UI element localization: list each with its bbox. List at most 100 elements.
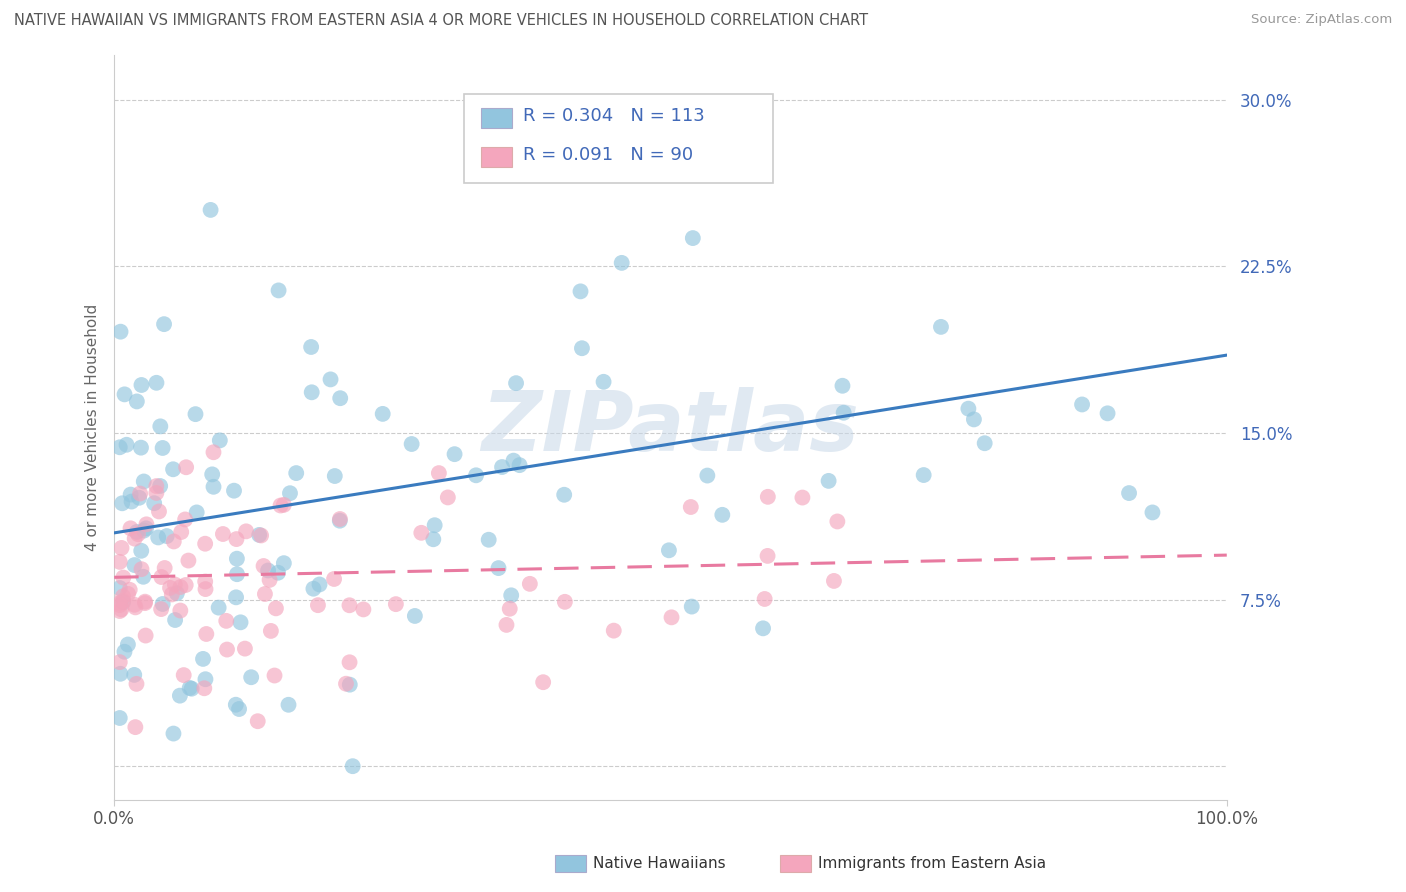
Point <box>1071 397 1094 411</box>
Point <box>553 488 575 502</box>
Point <box>610 256 633 270</box>
Point <box>571 341 593 355</box>
Point <box>202 445 225 459</box>
Point <box>681 599 703 614</box>
Point <box>124 532 146 546</box>
Point <box>226 567 249 582</box>
Point <box>110 541 132 555</box>
Point <box>247 528 270 542</box>
Point <box>149 479 172 493</box>
Point <box>711 508 734 522</box>
Point <box>427 466 450 480</box>
Point <box>661 610 683 624</box>
Point <box>153 317 176 331</box>
Point <box>329 391 352 405</box>
Point <box>225 551 247 566</box>
Point <box>499 601 522 615</box>
Point <box>193 681 215 696</box>
Point <box>240 670 263 684</box>
Point <box>134 595 156 609</box>
Point <box>170 524 193 539</box>
Point <box>129 543 152 558</box>
Point <box>696 468 718 483</box>
Point <box>159 581 181 595</box>
Point <box>145 486 167 500</box>
Point <box>200 202 222 217</box>
Point <box>112 595 135 609</box>
Point <box>478 533 501 547</box>
Point <box>174 578 197 592</box>
Point <box>263 668 285 682</box>
Point <box>339 678 361 692</box>
Point <box>832 406 855 420</box>
Point <box>208 434 231 448</box>
Point <box>307 598 329 612</box>
Point <box>174 460 197 475</box>
Point <box>145 479 167 493</box>
Point <box>792 491 814 505</box>
Point <box>215 614 238 628</box>
Point <box>110 325 132 339</box>
Point <box>194 537 217 551</box>
Point <box>165 613 187 627</box>
Point <box>131 562 153 576</box>
Point <box>352 602 374 616</box>
Point <box>135 517 157 532</box>
Point <box>501 588 523 602</box>
Point <box>912 468 935 483</box>
Point <box>1097 406 1119 420</box>
Point <box>135 521 157 535</box>
Point <box>323 572 346 586</box>
Point <box>124 558 146 572</box>
Point <box>149 419 172 434</box>
Point <box>301 385 323 400</box>
Point <box>150 570 173 584</box>
Point <box>163 534 186 549</box>
Point <box>215 642 238 657</box>
Point <box>108 711 131 725</box>
Point <box>117 587 139 601</box>
Point <box>120 487 142 501</box>
Text: R = 0.091   N = 90: R = 0.091 N = 90 <box>523 146 693 164</box>
Point <box>125 524 148 539</box>
Point <box>121 494 143 508</box>
Point <box>929 319 952 334</box>
Text: Source: ZipAtlas.com: Source: ZipAtlas.com <box>1251 13 1392 27</box>
Point <box>202 480 225 494</box>
Point <box>122 668 145 682</box>
Point <box>222 483 245 498</box>
Point <box>973 436 995 450</box>
Point <box>125 394 148 409</box>
Point <box>112 570 135 584</box>
Point <box>437 491 460 505</box>
Point <box>169 689 191 703</box>
Point <box>267 284 290 298</box>
Point <box>682 231 704 245</box>
Point <box>1142 505 1164 519</box>
Point <box>278 486 301 500</box>
Point <box>108 655 131 669</box>
Point <box>108 581 131 595</box>
Point <box>134 596 156 610</box>
Point <box>153 561 176 575</box>
Point <box>132 524 155 538</box>
Point <box>404 609 426 624</box>
Point <box>186 505 208 519</box>
Point <box>502 453 524 467</box>
Point <box>194 582 217 596</box>
Point <box>1118 486 1140 500</box>
Point <box>603 624 626 638</box>
Point <box>108 598 131 612</box>
Point <box>108 596 131 610</box>
Point <box>831 378 853 392</box>
Point <box>111 590 134 604</box>
Point <box>233 641 256 656</box>
Point <box>277 698 299 712</box>
Point <box>264 601 287 615</box>
Text: ZIPatlas: ZIPatlas <box>481 387 859 467</box>
Point <box>267 566 290 580</box>
Point <box>259 573 281 587</box>
Point <box>443 447 465 461</box>
Point <box>569 285 592 299</box>
Point <box>128 491 150 505</box>
